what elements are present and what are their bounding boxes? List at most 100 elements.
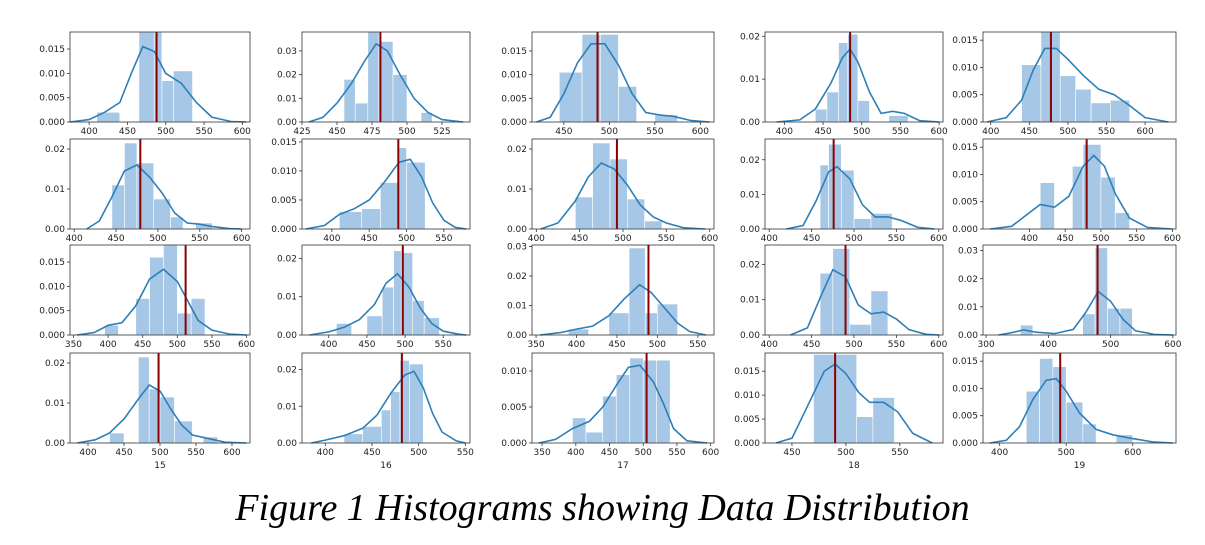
x-tick-label: 550: [435, 234, 452, 244]
y-tick-label: 0.02: [277, 254, 297, 264]
plot-frame: [301, 138, 471, 230]
histogram-panel-5: 400 450 500 550 600 0.00 0.01 0.02: [45, 138, 251, 244]
histogram-panel-6: 400 450 500 550 0.000 0.005 0.010 0.015: [271, 138, 471, 244]
x-tick-label: 550: [1128, 234, 1145, 244]
kde-curve: [77, 383, 247, 444]
y-tick-label: 0.005: [952, 198, 978, 208]
plot-frame: [764, 352, 944, 444]
x-tick-label: 500: [1059, 127, 1076, 137]
x-tick-label: 500: [614, 234, 631, 244]
x-tick-label: 400: [1040, 340, 1057, 350]
y-tick-label: 0.00: [277, 331, 297, 341]
plot-frame: [764, 244, 944, 336]
x-tick-label: 450: [1057, 234, 1074, 244]
histogram-bar: [138, 356, 150, 444]
plot-frame: [982, 352, 1177, 444]
histogram-bar: [390, 391, 401, 444]
plot-frame: [301, 244, 471, 336]
y-tick-label: 0.010: [501, 367, 527, 377]
plot-frame: [69, 138, 251, 230]
y-tick-label: 0.03: [507, 242, 527, 252]
y-tick-label: 0.02: [740, 260, 760, 270]
histogram-panel-12: 350 400 450 500 550 0.00 0.01 0.02 0.03: [507, 242, 715, 350]
plot-frame: [982, 138, 1177, 230]
x-axis-label: 16: [380, 461, 392, 471]
histogram-bar: [173, 70, 193, 123]
y-tick-label: 0.03: [277, 47, 297, 57]
x-tick-label: 500: [1102, 340, 1119, 350]
x-tick-label: 500: [149, 234, 166, 244]
x-tick-label: 550: [187, 448, 204, 458]
histogram-panel-17: 350 400 450 500 550 600 0.000 0.005 0.010 17: [501, 352, 719, 471]
y-tick-label: 0.02: [507, 145, 527, 155]
histogram-bar: [857, 100, 870, 123]
x-axis-label: 18: [848, 461, 860, 471]
y-tick-label: 0.01: [958, 303, 978, 313]
kde-curve: [536, 43, 710, 123]
histogram-bar: [872, 397, 895, 444]
x-tick-label: 400: [79, 448, 96, 458]
histogram-bar: [572, 417, 587, 444]
histogram-panel-10: 350 400 450 500 550 600 0.000 0.005 0.010 0.015: [39, 244, 255, 350]
y-tick-label: 0.015: [952, 143, 978, 153]
plot-frame: [69, 244, 251, 336]
x-tick-label: 500: [151, 448, 168, 458]
histogram-bar: [153, 31, 163, 123]
x-tick-label: 500: [853, 127, 870, 137]
histogram-bar: [813, 354, 836, 444]
x-tick-label: 550: [1098, 127, 1115, 137]
y-tick-label: 0.02: [277, 366, 297, 376]
histogram-panel-19: 400 500 600 0.000 0.005 0.010 0.015 19: [952, 352, 1177, 471]
y-tick-label: 0.02: [277, 71, 297, 81]
histogram-bar: [367, 31, 380, 123]
histogram-bar: [585, 431, 604, 444]
y-tick-label: 0.005: [501, 94, 527, 104]
y-tick-label: 0.00: [277, 439, 297, 449]
histogram-bar: [629, 357, 644, 444]
y-tick-label: 0.010: [952, 63, 978, 73]
histogram-bar: [599, 34, 619, 123]
x-tick-label: 550: [891, 448, 908, 458]
histogram-bar: [838, 42, 849, 123]
x-tick-label: 550: [435, 340, 452, 350]
y-tick-label: 0.01: [740, 296, 760, 306]
histogram-bar: [575, 196, 593, 230]
y-tick-label: 0.000: [952, 439, 978, 449]
y-tick-label: 0.010: [39, 69, 65, 79]
y-tick-label: 0.005: [501, 403, 527, 413]
x-tick-label: 450: [814, 127, 831, 137]
plot-frame: [982, 31, 1177, 123]
x-tick-label: 550: [689, 340, 706, 350]
kde-curve: [990, 154, 1173, 230]
x-tick-label: 600: [1137, 127, 1154, 137]
y-tick-label: 0.010: [734, 391, 760, 401]
y-tick-label: 0.005: [734, 415, 760, 425]
y-tick-label: 0.000: [501, 439, 527, 449]
x-tick-label: 600: [1164, 340, 1181, 350]
y-tick-label: 0.01: [277, 402, 297, 412]
x-tick-label: 550: [191, 234, 208, 244]
kde-curve: [786, 165, 935, 230]
y-tick-label: 0.010: [39, 282, 65, 292]
y-tick-label: 0.010: [501, 71, 527, 81]
histogram-panel-18: 450 500 550 0.000 0.005 0.010 0.015 18: [734, 352, 944, 471]
plot-frame: [301, 31, 471, 123]
plot-frame: [301, 352, 471, 444]
y-tick-label: 0.01: [277, 293, 297, 303]
plot-frame: [764, 31, 944, 123]
plot-frame: [531, 244, 715, 336]
histogram-bar: [1039, 358, 1054, 444]
histogram-bar: [828, 143, 842, 230]
x-tick-label: 400: [66, 234, 83, 244]
x-tick-label: 500: [169, 340, 186, 350]
y-tick-label: 0.01: [277, 94, 297, 104]
y-tick-label: 0.015: [39, 258, 65, 268]
histogram-bar: [381, 286, 394, 336]
plot-frame: [69, 31, 251, 123]
y-tick-label: 0.010: [952, 384, 978, 394]
histogram-bar: [815, 108, 828, 123]
histogram-bar: [109, 432, 125, 444]
y-tick-label: 0.03: [958, 247, 978, 257]
histogram-panel-9: 400 450 500 550 600 0.000 0.005 0.010 0.015: [952, 138, 1181, 244]
